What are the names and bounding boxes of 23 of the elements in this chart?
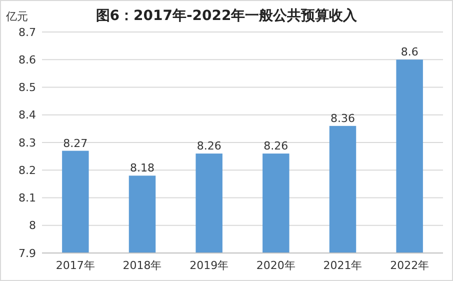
x-tick-label: 2018年: [122, 259, 162, 272]
y-tick-label: 7.9: [18, 246, 36, 260]
y-tick-label: 8.4: [18, 108, 36, 122]
x-tick-label: 2021年: [323, 259, 362, 272]
x-tick-label: 2019年: [190, 259, 229, 272]
y-tick-label: 8.5: [18, 81, 36, 94]
data-label: 8.26: [264, 140, 288, 153]
data-label: 8.26: [196, 140, 222, 153]
y-tick-label: 8.7: [18, 26, 36, 39]
data-label: 8.6: [400, 46, 418, 59]
y-axis-title: 亿元: [5, 10, 28, 23]
y-tick-label: 8.1: [18, 192, 36, 205]
x-tick-label: 2022年: [390, 259, 430, 272]
y-tick-label: 8.2: [18, 164, 36, 177]
x-tick-label: 2017年: [56, 259, 95, 272]
data-label: 8.36: [330, 112, 355, 125]
x-tick-label: 2020年: [256, 259, 296, 272]
chart-title: 图6：2017年-2022年一般公共预算收入: [96, 8, 358, 24]
data-label: 8.27: [63, 136, 88, 150]
y-tick-label: 8: [29, 219, 36, 232]
data-label: 8.18: [130, 162, 154, 175]
y-tick-label: 8.6: [18, 53, 36, 66]
y-tick-label: 8.3: [18, 136, 36, 150]
